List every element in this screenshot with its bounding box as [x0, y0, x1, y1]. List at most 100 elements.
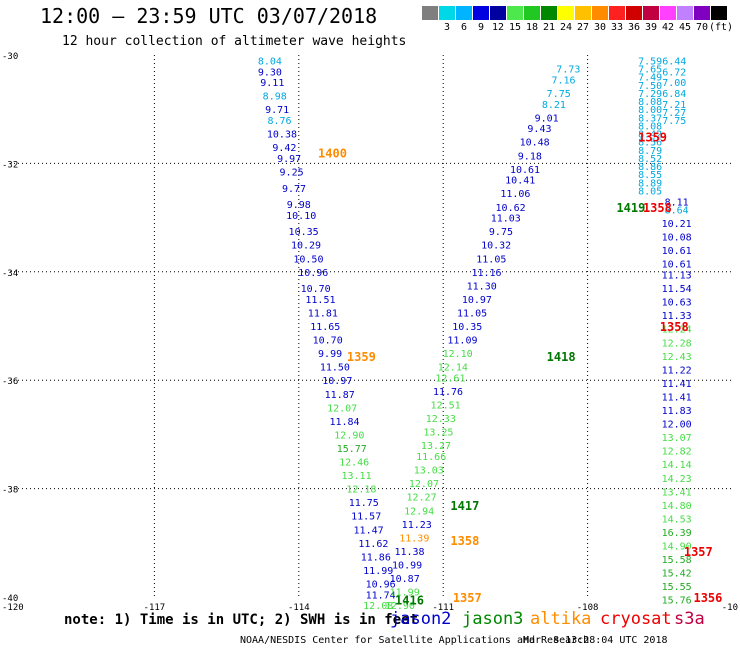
- color-swatch: [490, 6, 506, 20]
- swh-value-label: 11.75: [349, 498, 379, 509]
- swh-value-label: 10.62: [496, 203, 526, 214]
- swh-value-label: 14.14: [662, 460, 692, 471]
- swh-value-label: 10.63: [662, 298, 692, 309]
- swh-value-label: 12.33: [426, 414, 456, 425]
- swh-value-label: 12.90: [385, 601, 415, 612]
- satellite-altika: altika: [530, 609, 592, 629]
- swh-value-label: 16.39: [662, 528, 692, 539]
- swh-value-label: 6.84: [662, 89, 686, 100]
- swh-value-label: 9.99: [318, 349, 342, 360]
- swh-value-label: 9.97: [277, 154, 301, 165]
- swh-value-label: 8.05: [638, 187, 662, 198]
- swh-value-label: 10.35: [289, 227, 319, 238]
- swh-value-label: 11.05: [457, 308, 487, 319]
- swh-value-label: 12.14: [438, 363, 468, 374]
- y-tick-label: -32: [2, 160, 18, 170]
- color-swatch: [422, 6, 438, 20]
- swh-value-label: 11.41: [662, 379, 692, 390]
- color-swatch: [677, 6, 693, 20]
- swh-value-label: 10.96: [366, 579, 396, 590]
- y-tick-label: -38: [2, 486, 18, 496]
- generated-timestamp: Mar 8 13:28:04 UTC 2018: [523, 635, 668, 646]
- y-tick-label: -36: [2, 377, 18, 387]
- pass-time-label: 1359: [638, 130, 667, 144]
- swh-value-label: 11.81: [308, 308, 338, 319]
- x-tick-label: -114: [288, 603, 310, 613]
- swh-value-label: 8.08: [638, 97, 662, 108]
- swh-value-label: 10.61: [662, 260, 692, 271]
- color-scale-label: 70: [695, 22, 709, 33]
- swh-value-label: 15.76: [662, 596, 692, 607]
- swh-value-label: 12.82: [662, 447, 692, 458]
- swh-value-label: 8.42: [638, 130, 662, 141]
- swh-value-label: 11.47: [354, 525, 384, 536]
- swh-value-label: 9.71: [265, 105, 289, 116]
- swh-value-label: 10.29: [291, 241, 321, 252]
- swh-value-label: 10.21: [662, 219, 692, 230]
- swh-value-label: 10.87: [390, 574, 420, 585]
- swh-value-label: 7.27: [662, 108, 686, 119]
- color-scale-label: 33: [610, 22, 624, 33]
- swh-value-label: 11.23: [402, 520, 432, 531]
- swh-value-label: 12.27: [406, 493, 436, 504]
- swh-value-label: 11.41: [662, 392, 692, 403]
- swh-value-label: 7.75: [662, 116, 686, 127]
- color-scale-label: 6: [460, 22, 468, 33]
- swh-value-label: 9.42: [272, 143, 296, 154]
- swh-value-label: 11.50: [320, 363, 350, 374]
- swh-value-label: 8.37: [638, 113, 662, 124]
- swh-value-label: 10.97: [322, 376, 352, 387]
- swh-value-label: 7.49: [638, 73, 662, 84]
- color-scale-label: 24: [559, 22, 573, 33]
- swh-value-label: 9.98: [287, 200, 311, 211]
- swh-value-label: 11.51: [305, 295, 335, 306]
- pass-time-label: 1419: [616, 201, 645, 215]
- swh-value-label: 11.83: [662, 406, 692, 417]
- swh-value-label: 12.43: [662, 352, 692, 363]
- swh-value-label: 8.21: [542, 100, 566, 111]
- swh-value-label: 11.38: [394, 547, 424, 558]
- swh-value-label: 10.97: [462, 295, 492, 306]
- swh-value-label: 10.70: [301, 284, 331, 295]
- pass-time-label: 1358: [450, 534, 479, 548]
- color-scale-label: 30: [593, 22, 607, 33]
- swh-value-label: 14.53: [662, 514, 692, 525]
- pass-time-label: 1357: [684, 545, 713, 559]
- swh-value-label: 12.61: [435, 373, 465, 384]
- swh-value-label: 8.11: [665, 197, 689, 208]
- swh-value-label: 7.16: [551, 75, 575, 86]
- color-scale-label: 3: [443, 22, 451, 33]
- swh-value-label: 8.89: [638, 178, 662, 189]
- pass-time-label: 1359: [347, 350, 376, 364]
- swh-value-label: 12.07: [409, 479, 439, 490]
- swh-value-label: 11.99: [390, 588, 420, 599]
- swh-value-label: 11.99: [363, 566, 393, 577]
- color-scale-label: 42: [661, 22, 675, 33]
- color-scale-label: 36: [627, 22, 641, 33]
- swh-value-label: 7.21: [662, 100, 686, 111]
- color-scale-label: 39: [644, 22, 658, 33]
- swh-value-label: 10.70: [313, 336, 343, 347]
- swh-value-label: 13.25: [423, 428, 453, 439]
- color-scale-label: 18: [525, 22, 539, 33]
- swh-value-label: 9.77: [282, 184, 306, 195]
- color-swatch: [558, 6, 574, 20]
- swh-value-label: 9.25: [280, 168, 304, 179]
- swh-value-label: 11.86: [361, 552, 391, 563]
- swh-value-label: 12.07: [327, 403, 357, 414]
- swh-value-label: 6.72: [662, 67, 686, 78]
- swh-value-label: 11.66: [416, 452, 446, 463]
- swh-value-label: 11.74: [366, 590, 396, 601]
- y-tick-label: -34: [2, 269, 18, 279]
- chart-title: 12:00 – 23:59 UTC 03/07/2018: [40, 4, 378, 28]
- swh-value-label: 9.30: [258, 67, 282, 78]
- x-tick-label: -111: [432, 603, 454, 613]
- swh-value-label: 12.08: [363, 601, 393, 612]
- pass-time-label: 1357: [453, 591, 482, 605]
- swh-value-label: 8.98: [263, 92, 287, 103]
- swh-value-label: 15.77: [337, 444, 367, 455]
- swh-value-label: 11.05: [476, 254, 506, 265]
- swh-value-label: 8.52: [638, 154, 662, 165]
- color-swatch: [473, 6, 489, 20]
- footer-note: note: 1) Time is in UTC; 2) SWH is in fe…: [64, 612, 419, 628]
